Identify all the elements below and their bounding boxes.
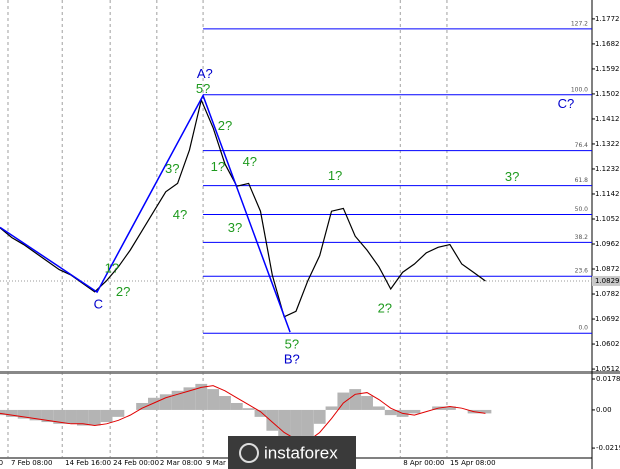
y-tick-label: 1.1412 xyxy=(595,115,620,123)
macd-bar xyxy=(479,409,492,414)
wave-label: 2? xyxy=(378,301,392,316)
x-tick-label: 2 Mar 08:00 xyxy=(160,459,202,467)
fib-label: 76.4 xyxy=(575,142,589,149)
macd-bar xyxy=(76,409,89,426)
wave-label: 1? xyxy=(328,168,342,183)
watermark-box xyxy=(228,436,356,469)
macd-bar xyxy=(337,392,350,410)
y-tick-label: 1.0962 xyxy=(595,240,620,248)
macd-bar xyxy=(278,409,291,442)
fib-label: 50.0 xyxy=(575,206,589,213)
x-tick-label: 8 Apr 00:00 xyxy=(403,459,444,467)
macd-bar xyxy=(88,409,101,426)
fib-label: 0.0 xyxy=(578,325,588,332)
macd-bar xyxy=(384,409,397,416)
last-price-box xyxy=(592,275,620,286)
fib-label: 61.8 xyxy=(575,177,589,184)
wave-label: 1? xyxy=(211,159,225,174)
wave-label: 2? xyxy=(218,118,232,133)
macd-bar xyxy=(408,409,421,414)
macd-bar xyxy=(41,409,54,423)
macd-bar xyxy=(148,397,160,410)
x-tick-label: 7 Feb 08:00 xyxy=(11,459,52,467)
fib-label: 38.2 xyxy=(575,234,589,241)
macd-bar xyxy=(361,396,373,410)
macd-bar xyxy=(230,402,243,410)
y-tick-label: 0.00 xyxy=(596,406,612,414)
wave-label: C? xyxy=(558,96,575,111)
macd-bar xyxy=(53,409,66,424)
y-tick-label: 1.1682 xyxy=(595,40,620,48)
macd-bar xyxy=(100,409,113,423)
macd-bar xyxy=(444,406,456,410)
macd-bar xyxy=(183,387,196,410)
wave-label: 4? xyxy=(243,154,257,169)
y-tick-label: 0.01782 xyxy=(596,375,620,383)
macd-bar xyxy=(349,389,362,410)
y-tick-label: 1.1322 xyxy=(595,140,620,148)
macd-bar xyxy=(5,409,18,417)
macd-bar xyxy=(372,406,385,410)
y-tick-label: 1.1142 xyxy=(595,190,620,198)
macd-bar xyxy=(290,409,302,445)
y-tick-label: 1.1232 xyxy=(595,165,620,173)
macd-bar xyxy=(325,406,338,410)
fib-label: 23.6 xyxy=(575,268,589,275)
wave-label: 1? xyxy=(105,261,119,276)
macd-bar xyxy=(0,409,6,416)
wave-line xyxy=(0,93,291,333)
y-tick-label: 1.0512 xyxy=(595,365,620,373)
y-tick-label: 1.1592 xyxy=(595,65,620,73)
wave-label: 3? xyxy=(165,161,179,176)
macd-bar xyxy=(266,409,279,431)
wave-label: 4? xyxy=(173,207,187,222)
wave-label: A? xyxy=(197,66,213,81)
y-tick-label: 1.0782 xyxy=(595,290,620,298)
y-tick-label: 1.1052 xyxy=(595,215,620,223)
macd-bar xyxy=(301,409,314,436)
macd-bar xyxy=(29,409,42,421)
macd-bar xyxy=(171,390,184,410)
wave-label: C xyxy=(94,297,103,312)
wave-label: 3? xyxy=(228,220,242,235)
fib-label: 100.0 xyxy=(571,86,588,93)
macd-bar xyxy=(136,402,148,410)
y-tick-label: 1.1502 xyxy=(595,90,620,98)
y-tick-label: 1.0872 xyxy=(595,265,620,273)
y-tick-label: -0.02198 xyxy=(596,444,620,452)
macd-bar xyxy=(313,409,326,424)
y-tick-label: 1.1772 xyxy=(595,15,620,23)
x-tick-label: 15 Apr 08:00 xyxy=(450,459,496,467)
macd-bar xyxy=(207,389,220,410)
fib-label: 127.2 xyxy=(571,20,588,27)
x-tick-label: 9 Mar xyxy=(206,459,226,467)
macd-bar xyxy=(17,409,30,419)
signal-line xyxy=(0,385,486,442)
watermark-text: instaforex xyxy=(264,443,338,462)
wave-label: 5? xyxy=(196,81,210,96)
y-tick-label: 1.0692 xyxy=(595,315,620,323)
wave-label: 3? xyxy=(505,169,519,184)
watermark: instaforex xyxy=(228,436,356,469)
x-tick-label: 00 xyxy=(0,459,3,467)
macd-bar xyxy=(159,394,172,410)
macd-bar xyxy=(65,409,77,424)
watermark-logo xyxy=(239,443,259,463)
macd-bar xyxy=(254,409,267,417)
separator xyxy=(0,371,620,374)
macd-bar xyxy=(242,408,255,410)
wave-label: B? xyxy=(284,352,300,367)
last-price-label: 1.0829 xyxy=(595,277,620,285)
macd-bar xyxy=(219,396,231,410)
macd-bar xyxy=(195,383,208,410)
x-tick-label: 24 Feb 00:00 xyxy=(113,459,159,467)
macd-bar xyxy=(112,409,125,417)
wave-label: 2? xyxy=(116,284,130,299)
x-tick-label: 14 Feb 16:00 xyxy=(65,459,111,467)
y-tick-label: 1.0602 xyxy=(595,340,620,348)
wave-label: 5? xyxy=(285,337,299,352)
